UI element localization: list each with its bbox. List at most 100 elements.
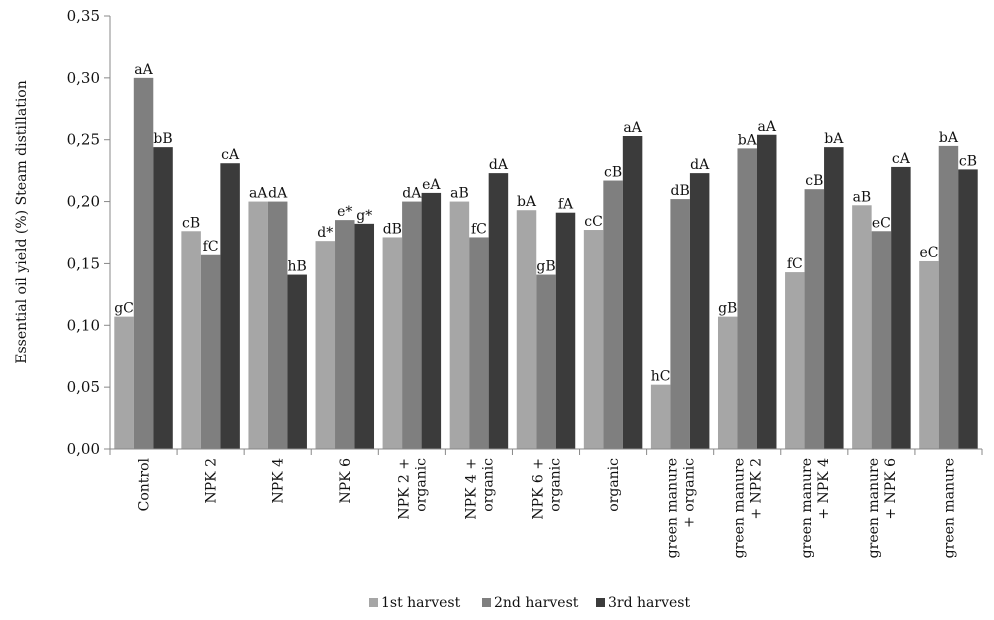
data-label: cA — [892, 151, 911, 167]
bar — [670, 199, 690, 449]
bar — [382, 237, 403, 449]
data-label: bA — [824, 131, 844, 147]
bar — [181, 231, 201, 449]
bar — [287, 274, 307, 449]
bar — [785, 272, 805, 449]
bar — [555, 212, 576, 449]
bar — [717, 316, 738, 449]
data-label: cA — [221, 147, 240, 163]
bar — [267, 201, 288, 449]
legend-label: 1st harvest — [381, 595, 461, 611]
y-tick-label: 0,30 — [67, 69, 100, 87]
data-label: dB — [671, 183, 690, 199]
data-label: dA — [690, 157, 710, 173]
x-ticks-group — [109, 449, 983, 455]
y-tick-label: 0,15 — [67, 254, 100, 272]
legend: 1st harvest 2nd harvest 3rd harvest — [369, 595, 690, 611]
category-label: green manure — [799, 458, 815, 558]
category-label: green manure — [732, 458, 748, 558]
bar — [421, 192, 442, 449]
data-label: hC — [651, 369, 671, 385]
category-label: NPK 6 + — [531, 458, 547, 520]
data-label: fC — [471, 221, 487, 237]
data-label: cB — [182, 215, 200, 231]
y-tick-label: 0,20 — [67, 193, 100, 211]
bar — [737, 148, 757, 450]
category-label: NPK 4 — [271, 458, 287, 504]
bar — [603, 180, 623, 450]
bar — [200, 254, 221, 449]
bar — [871, 231, 892, 449]
bar — [516, 210, 537, 449]
bar — [824, 147, 844, 449]
bar — [248, 201, 268, 449]
category-label: NPK 6 — [338, 458, 354, 504]
data-label: cB — [959, 153, 977, 169]
category-label: green manure — [941, 458, 957, 558]
data-label: fC — [787, 256, 803, 272]
bar — [315, 241, 336, 449]
category-label: NPK 2 — [204, 458, 220, 504]
data-label: cB — [604, 165, 622, 181]
data-label: dA — [268, 186, 288, 202]
bar — [622, 136, 643, 449]
category-label: green manure — [866, 458, 882, 558]
bars-group — [114, 77, 978, 450]
legend-label: 3rd harvest — [608, 595, 690, 611]
data-label: dA — [402, 186, 422, 202]
data-label: bA — [517, 194, 537, 210]
data-label: aA — [623, 120, 642, 136]
legend-swatch — [369, 598, 378, 607]
y-tick-label: 0,10 — [67, 316, 100, 334]
data-label: cC — [584, 214, 603, 230]
category-label: organic — [413, 458, 429, 512]
data-label: fC — [203, 239, 219, 255]
data-label: gB — [718, 301, 737, 317]
bar — [469, 237, 489, 449]
y-axis-title: Essential oil yield (%) Steam distillati… — [14, 80, 30, 364]
bar — [133, 77, 154, 449]
category-label: + NPK 4 — [816, 458, 832, 520]
legend-swatch — [596, 598, 605, 607]
data-label: hB — [288, 259, 307, 275]
bar — [852, 205, 872, 449]
data-label: aA — [249, 186, 268, 202]
category-label: + organic — [682, 458, 698, 528]
bar — [114, 316, 134, 449]
bar — [938, 145, 959, 449]
bar — [153, 147, 173, 449]
category-labels-group: Control NPK 2 NPK 4 NPK 6 NPK 2 + organic NPK … — [137, 457, 958, 558]
data-label: gC — [114, 301, 134, 317]
data-label: dB — [383, 221, 402, 237]
bar — [583, 230, 604, 449]
y-ticks-group: 0,00 0,05 0,10 0,15 0,20 0,25 0,30 0,35 — [67, 7, 110, 458]
data-label: cB — [805, 173, 823, 189]
category-label: + NPK 6 — [883, 458, 899, 520]
data-label: e* — [337, 204, 352, 220]
data-label: eC — [919, 245, 938, 261]
bar — [335, 220, 355, 449]
category-label: organic — [480, 458, 496, 512]
bar — [650, 384, 671, 449]
data-label: d* — [317, 225, 333, 241]
bar — [449, 201, 470, 449]
category-label: + NPK 2 — [749, 458, 765, 520]
data-label: bB — [153, 131, 172, 147]
data-label: gB — [536, 259, 555, 275]
data-label: eA — [422, 177, 441, 193]
bar — [689, 173, 710, 450]
data-label: eC — [872, 215, 891, 231]
data-label: dA — [489, 157, 509, 173]
category-label: NPK 4 + — [463, 458, 479, 520]
axes-group — [109, 16, 982, 450]
category-label: organic — [606, 458, 622, 512]
data-label: g* — [356, 208, 372, 224]
category-label: green manure — [665, 458, 681, 558]
bar — [220, 163, 240, 449]
category-label: Control — [137, 457, 153, 511]
bar — [891, 166, 911, 449]
bar — [756, 134, 777, 449]
data-label: aB — [853, 189, 872, 205]
bar — [958, 169, 978, 450]
y-tick-label: 0,25 — [67, 131, 100, 149]
